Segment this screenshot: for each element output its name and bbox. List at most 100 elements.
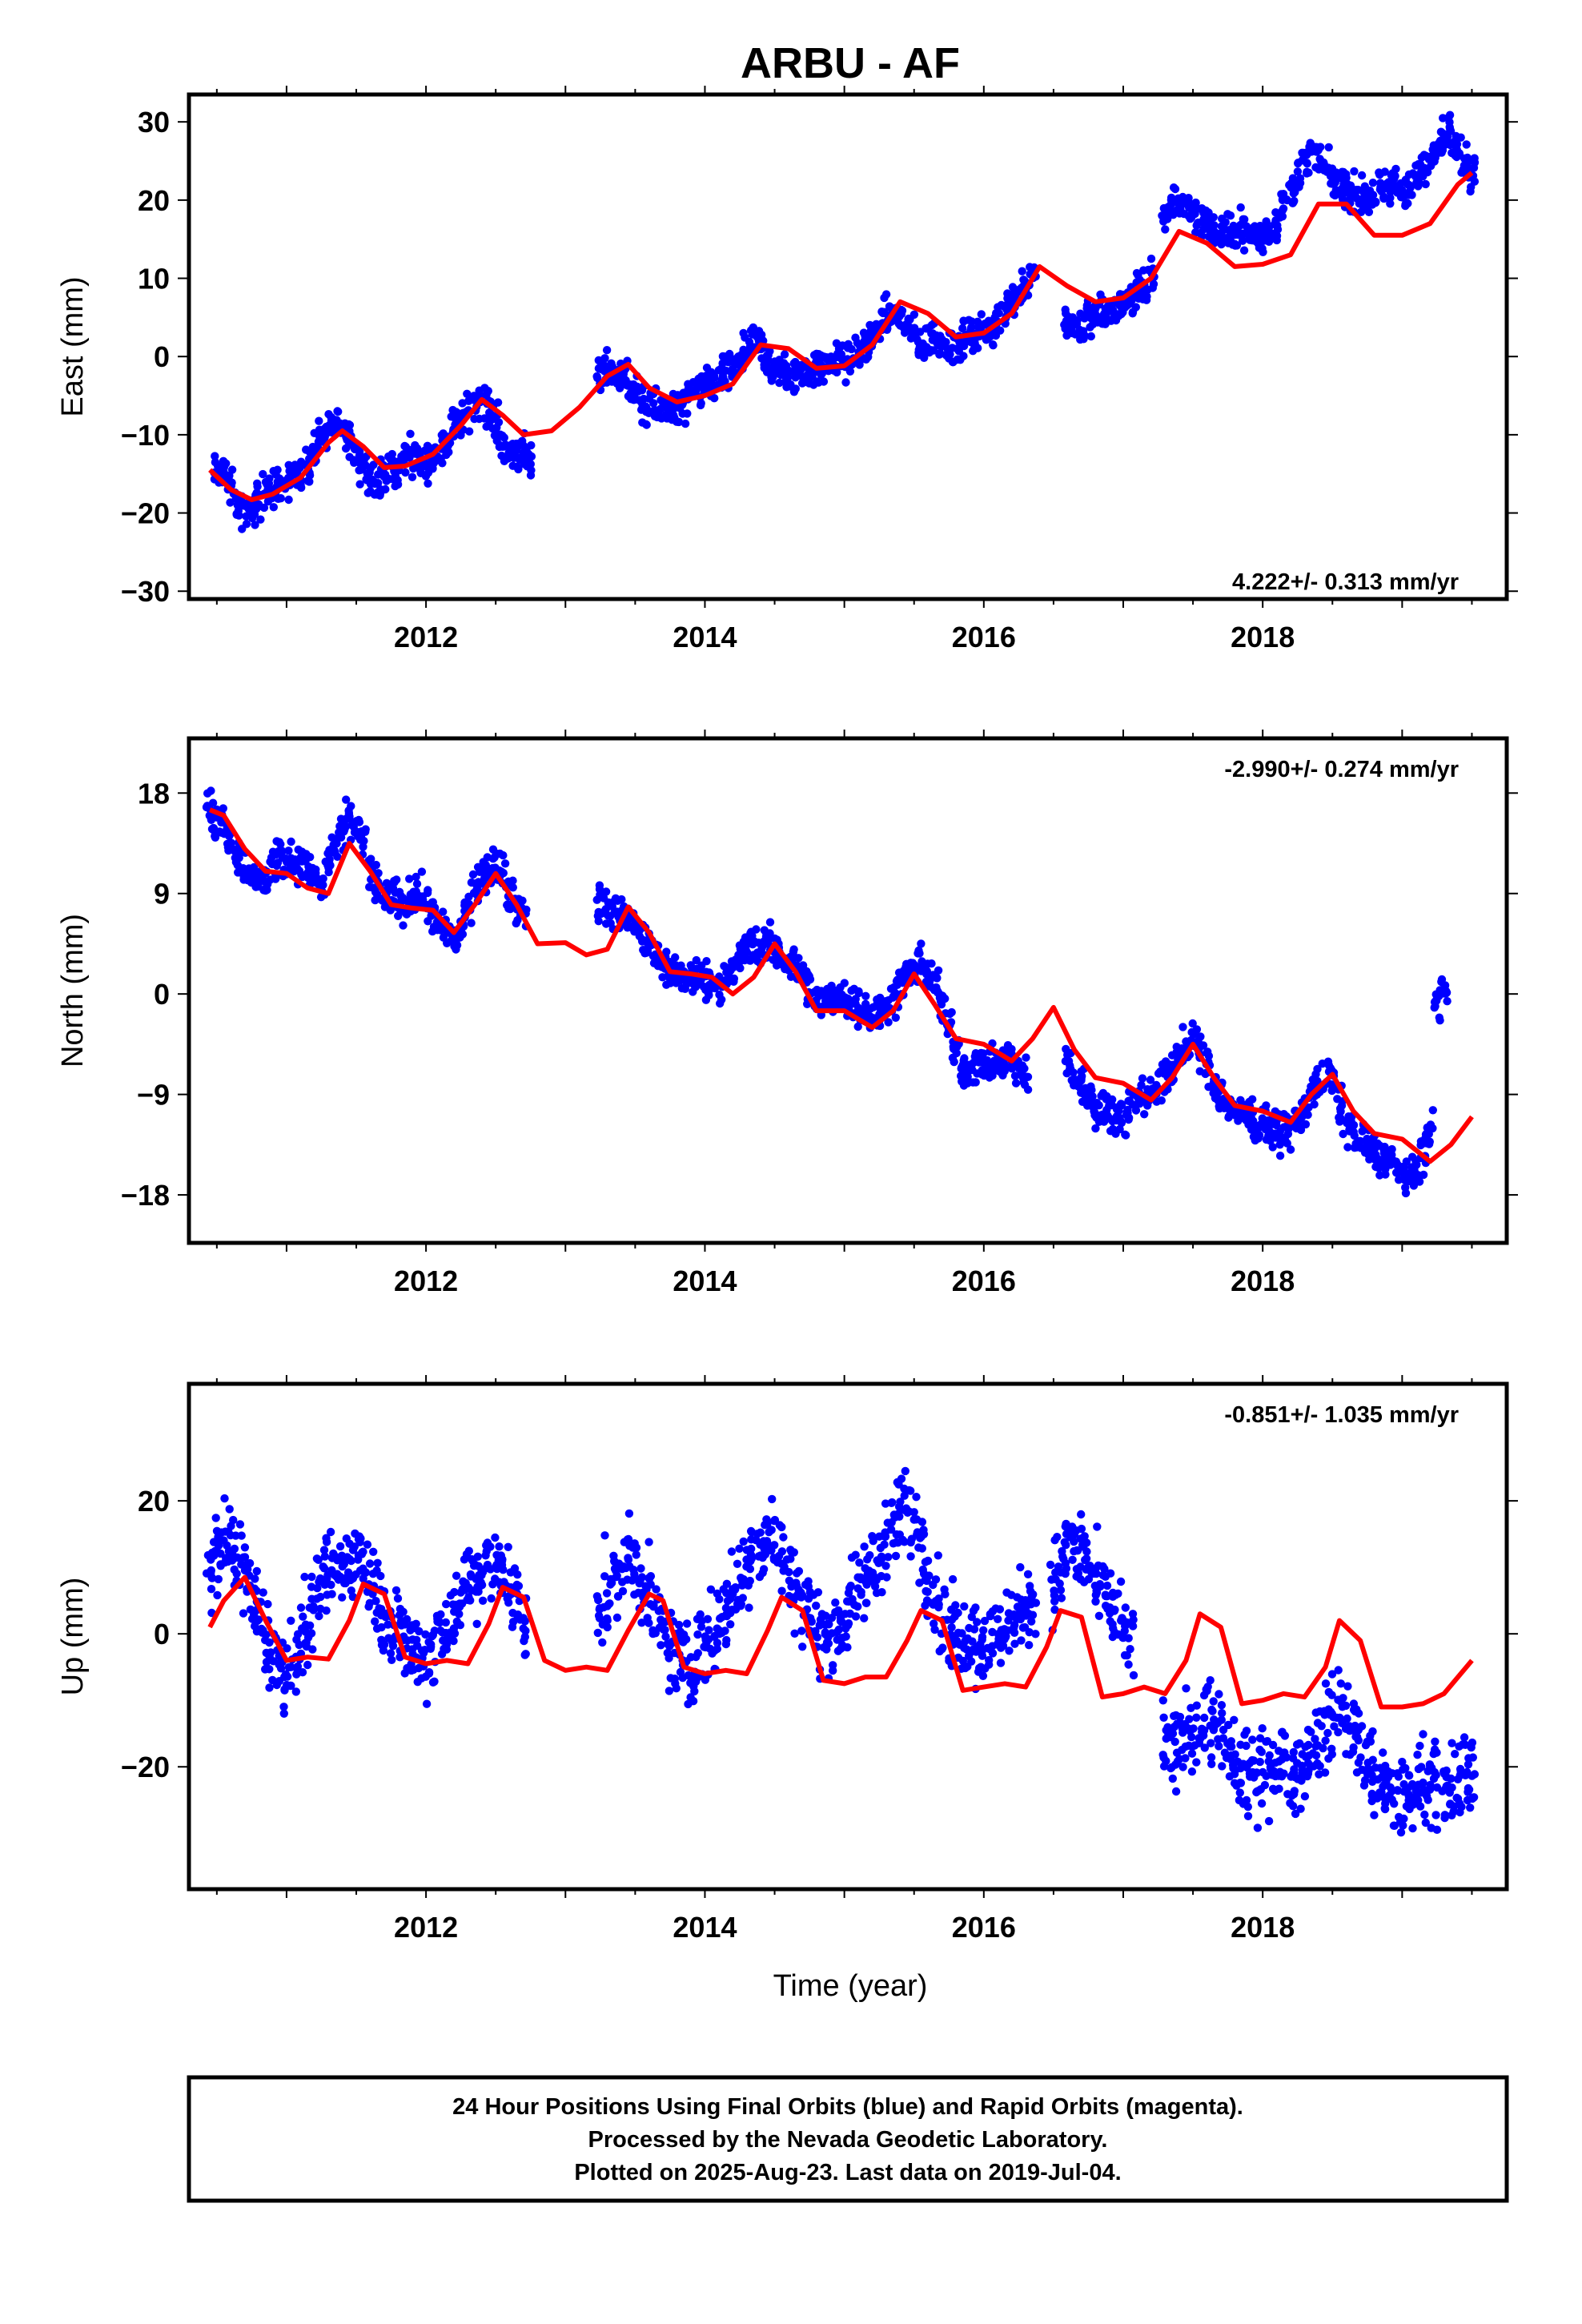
x-tick-label: 2016 xyxy=(952,1265,1016,1297)
data-point xyxy=(1375,1141,1384,1150)
data-point xyxy=(1275,1152,1285,1160)
data-point xyxy=(371,1617,379,1626)
data-point xyxy=(845,1583,854,1593)
data-point xyxy=(1077,1524,1086,1534)
rate-annotation: -2.990+/- 0.274 mm/yr xyxy=(1224,757,1459,782)
plot-area xyxy=(202,1466,1480,1837)
data-point xyxy=(624,1554,632,1562)
data-point xyxy=(520,1632,529,1642)
data-point xyxy=(251,521,259,529)
data-point xyxy=(951,1601,960,1610)
y-tick-label: 10 xyxy=(138,263,170,296)
data-point xyxy=(785,382,793,391)
data-point xyxy=(386,906,395,915)
data-point xyxy=(1123,300,1132,310)
data-point xyxy=(602,346,612,355)
data-point xyxy=(980,1616,990,1626)
y-tick-label: 18 xyxy=(138,777,170,810)
data-point xyxy=(518,436,527,445)
data-point xyxy=(942,338,950,347)
data-point xyxy=(211,1514,220,1522)
data-point xyxy=(661,1632,670,1641)
data-point xyxy=(726,1620,735,1629)
data-point xyxy=(406,429,415,438)
data-point xyxy=(1129,1671,1138,1680)
data-point xyxy=(921,1576,930,1585)
data-point xyxy=(803,372,812,381)
data-point xyxy=(325,854,334,864)
data-point xyxy=(1093,1522,1102,1531)
data-point xyxy=(683,409,692,418)
data-point xyxy=(957,1072,966,1080)
data-point xyxy=(319,1546,329,1554)
data-point xyxy=(692,955,701,965)
data-point xyxy=(377,1605,386,1614)
data-point xyxy=(899,324,909,332)
data-point xyxy=(428,464,437,473)
y-tick-label: −10 xyxy=(121,419,170,452)
data-point xyxy=(251,1574,259,1583)
data-point xyxy=(616,384,624,392)
data-point xyxy=(909,1515,918,1524)
data-point xyxy=(293,466,302,476)
data-point xyxy=(1199,1731,1208,1740)
data-point xyxy=(635,396,644,404)
data-point xyxy=(309,871,318,880)
data-point xyxy=(845,367,855,376)
data-point xyxy=(242,520,251,529)
data-point xyxy=(287,1663,295,1671)
data-point xyxy=(1350,167,1359,176)
data-point xyxy=(978,1635,986,1644)
data-point xyxy=(1187,1767,1197,1776)
data-point xyxy=(837,1618,846,1626)
data-point xyxy=(1380,1150,1389,1160)
data-point xyxy=(1334,1727,1343,1737)
data-point xyxy=(1055,1579,1064,1588)
data-point xyxy=(783,365,793,375)
data-point xyxy=(444,448,453,456)
data-point xyxy=(496,430,505,439)
data-point xyxy=(239,1553,248,1562)
data-point xyxy=(477,1570,486,1580)
data-point xyxy=(977,310,986,319)
data-point xyxy=(913,949,922,958)
data-point xyxy=(1283,1129,1293,1139)
data-point xyxy=(1005,1048,1014,1058)
data-point xyxy=(363,1540,372,1549)
data-point xyxy=(307,1629,316,1638)
data-point xyxy=(1235,1788,1245,1797)
data-point xyxy=(1082,1538,1091,1547)
data-point xyxy=(1010,1639,1019,1648)
data-point xyxy=(1166,203,1174,212)
data-point xyxy=(1467,0,1475,4)
chart-title: ARBU - AF xyxy=(741,39,960,87)
data-point xyxy=(727,1547,737,1556)
data-point xyxy=(1070,1537,1078,1546)
data-point xyxy=(1270,220,1279,229)
data-point xyxy=(405,453,414,462)
data-point xyxy=(996,1659,1006,1667)
data-point xyxy=(1462,0,1470,4)
data-point xyxy=(1175,1712,1185,1722)
data-point xyxy=(1347,1116,1355,1125)
data-point xyxy=(417,867,427,876)
data-point xyxy=(1086,332,1096,341)
data-point xyxy=(1264,1816,1274,1826)
data-point xyxy=(1278,212,1287,221)
data-point xyxy=(1314,146,1323,155)
data-point xyxy=(1367,193,1376,202)
data-point xyxy=(1088,1092,1097,1101)
data-point xyxy=(1182,1684,1191,1693)
data-point xyxy=(219,466,228,475)
data-point xyxy=(344,420,353,429)
data-point xyxy=(1255,221,1265,231)
data-point xyxy=(424,479,432,488)
data-point xyxy=(608,377,616,386)
data-point xyxy=(1239,246,1249,255)
data-point xyxy=(829,1661,837,1670)
data-point xyxy=(1265,1751,1274,1760)
data-point xyxy=(306,853,315,862)
data-point xyxy=(227,465,237,474)
data-point xyxy=(775,378,784,388)
